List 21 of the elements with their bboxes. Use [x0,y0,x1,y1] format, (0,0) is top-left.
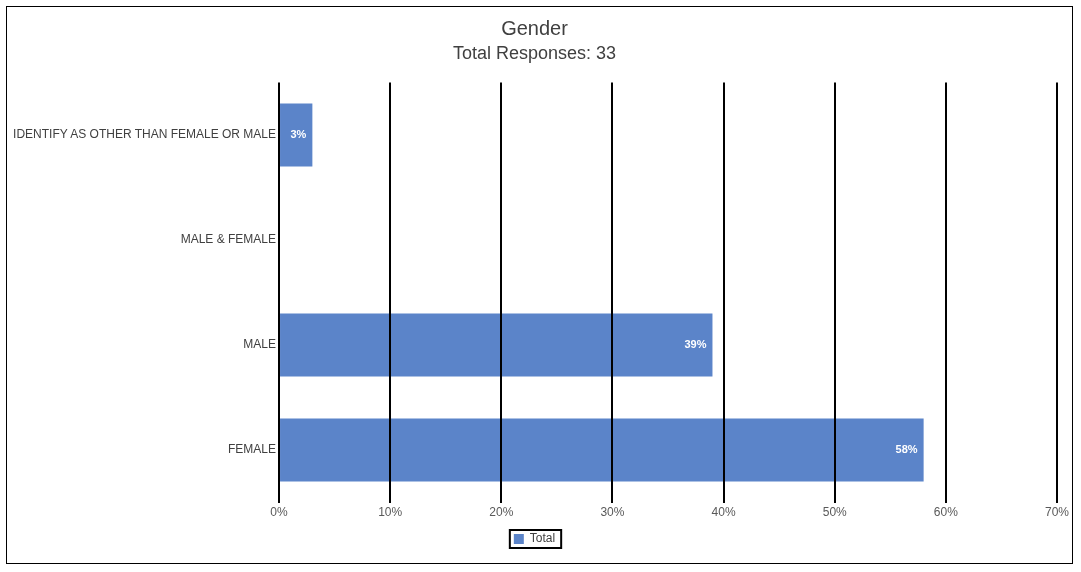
legend-label: Total [529,531,556,546]
y-tick-label: IDENTIFY AS OTHER THAN FEMALE OR MALE [13,127,277,142]
data-label: 58% [895,443,918,456]
x-tick-label: 20% [489,505,514,520]
bar [280,313,713,377]
bar [280,103,313,167]
x-tick-label: 10% [378,505,403,520]
bar [280,418,924,482]
x-tick-label: 50% [822,505,848,520]
x-tick-label: 40% [711,505,736,520]
data-label: 39% [684,338,707,351]
chart-title: Gender [501,16,569,39]
data-label: 3% [290,128,307,141]
y-tick-label: MALE [243,337,277,352]
y-tick-label: MALE & FEMALE [180,232,277,247]
x-tick-label: 0% [270,505,289,520]
y-tick-label: FEMALE [228,442,277,457]
x-tick-label: 30% [600,505,625,520]
chart-subtitle: Total Responses: 33 [452,42,617,63]
x-tick-label: 60% [933,505,959,520]
x-tick-label: 70% [1044,505,1070,520]
